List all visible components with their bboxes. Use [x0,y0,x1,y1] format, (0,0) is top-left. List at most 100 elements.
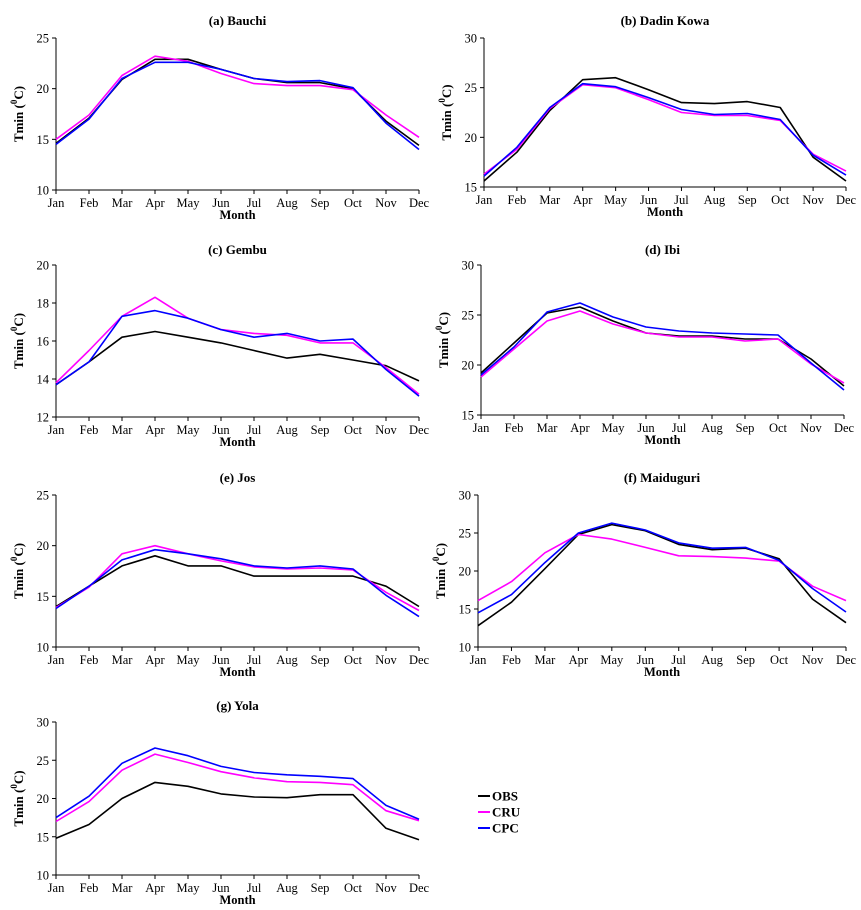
x-tick-label: Feb [502,653,521,667]
y-tick-label: 10 [37,869,50,883]
x-tick-label: Aug [701,653,723,667]
x-tick-label: Dec [836,653,857,667]
x-tick-label: Nov [375,653,397,667]
series-line-cru [55,753,420,823]
panel-jos: (e) Jos 10 15 20 25 Jan Feb Mar Apr May Jun Jul Aug S… [9,470,430,679]
x-tick-label: Oct [344,881,363,895]
y-tick-label: 15 [37,133,50,147]
y-tick-label: 30 [462,259,475,273]
x-tick-label: Jul [247,196,262,210]
x-tick-label: Aug [276,653,298,667]
y-axis-label: Tmin (0C) [9,86,26,142]
y-tick-label: 25 [37,32,50,46]
series-line-cru [477,533,847,602]
y-axis-label: Tmin (0C) [437,84,454,140]
panel-ibi: (d) Ibi 15 20 25 30 Jan Feb Mar Apr May Jun Jul Aug S… [434,242,855,447]
y-tick-label: 20 [459,565,472,579]
series-line-obs [55,58,420,147]
y-tick-label: 20 [462,359,475,373]
x-tick-label: Nov [375,196,397,210]
x-tick-label: Jun [212,196,230,210]
legend-item-obs: OBS [478,789,518,804]
y-axis-label: Tmin (0C) [431,543,448,599]
x-tick-label: Dec [409,423,430,437]
series-line-cpc [55,61,420,151]
x-tick-label: Jun [212,653,230,667]
series-line-cpc [55,309,420,397]
x-tick-label: Jan [476,193,493,207]
y-tick-label: 10 [459,641,472,655]
x-tick-label: Oct [770,653,789,667]
x-axis-label: Month [219,893,255,907]
y-axis-label: Tmin (0C) [434,312,451,368]
x-tick-label: Jul [672,421,687,435]
x-axis-label: Month [644,433,680,447]
series-line-obs [480,306,845,387]
x-tick-label: Jan [48,423,65,437]
x-tick-label: May [177,881,201,895]
panel-title: (e) Jos [220,470,256,485]
x-tick-label: Sep [311,196,330,210]
y-tick-label: 14 [37,373,50,387]
y-tick-label: 25 [459,527,472,541]
y-tick-label: 25 [465,81,478,95]
series-line-cpc [55,747,420,820]
x-axis-label: Month [219,435,255,449]
x-tick-label: Feb [80,881,99,895]
y-tick-label: 10 [37,184,50,198]
y-axis-label: Tmin (0C) [9,313,26,369]
x-tick-label: Apr [145,196,165,210]
x-tick-label: Jun [640,193,658,207]
x-tick-label: Jan [470,653,487,667]
y-tick-label: 30 [459,489,472,503]
x-tick-label: Oct [769,421,788,435]
x-tick-label: Aug [276,196,298,210]
x-tick-label: Sep [311,423,330,437]
x-tick-label: Oct [344,653,363,667]
x-tick-label: Mar [112,196,134,210]
x-tick-label: Apr [570,421,590,435]
x-tick-label: Jul [674,193,689,207]
x-tick-label: Dec [409,881,430,895]
y-tick-label: 12 [37,411,50,425]
x-tick-label: Jan [48,881,65,895]
x-tick-label: Dec [836,193,857,207]
y-tick-label: 16 [37,335,50,349]
legend-label: CPC [492,821,519,836]
x-tick-label: Sep [311,881,330,895]
x-tick-label: May [604,193,628,207]
x-tick-label: Apr [145,881,165,895]
x-tick-label: Jul [247,653,262,667]
x-tick-label: May [602,421,626,435]
y-tick-label: 25 [37,489,50,503]
panel-maiduguri: (f) Maiduguri 10 15 20 25 30 Jan Feb Mar Apr May Ju… [431,470,857,679]
x-tick-label: Oct [344,196,363,210]
panel-title: (d) Ibi [645,242,680,257]
y-tick-label: 15 [37,590,50,604]
legend-label: OBS [492,789,518,804]
series-line-obs [55,781,420,841]
y-axis-label: Tmin (0C) [9,543,26,599]
x-tick-label: Apr [145,653,165,667]
panel-gembu: (c) Gembu 12 14 16 18 20 Jan Feb Mar Apr May Jun Jul… [9,242,430,449]
x-tick-label: Feb [80,653,99,667]
panel-dadin-kowa: (b) Dadin Kowa 15 20 25 30 Jan Feb Mar Apr May Jun… [437,13,857,219]
x-tick-label: May [177,196,201,210]
x-tick-label: Mar [537,421,559,435]
x-tick-label: Aug [276,423,298,437]
legend-item-cru: CRU [478,805,521,820]
x-tick-label: Dec [834,421,855,435]
x-tick-label: Jun [637,653,655,667]
panel-title: (b) Dadin Kowa [621,13,710,28]
series-line-cru [55,296,420,395]
x-tick-label: Sep [736,421,755,435]
y-tick-label: 30 [465,32,478,46]
y-tick-label: 18 [37,297,50,311]
series-line-obs [55,554,420,608]
y-tick-label: 25 [462,309,475,323]
x-tick-label: Jun [637,421,655,435]
series-line-cru [480,310,845,384]
series-line-obs [55,330,420,386]
x-tick-label: Mar [539,193,561,207]
series-line-cpc [480,302,845,391]
